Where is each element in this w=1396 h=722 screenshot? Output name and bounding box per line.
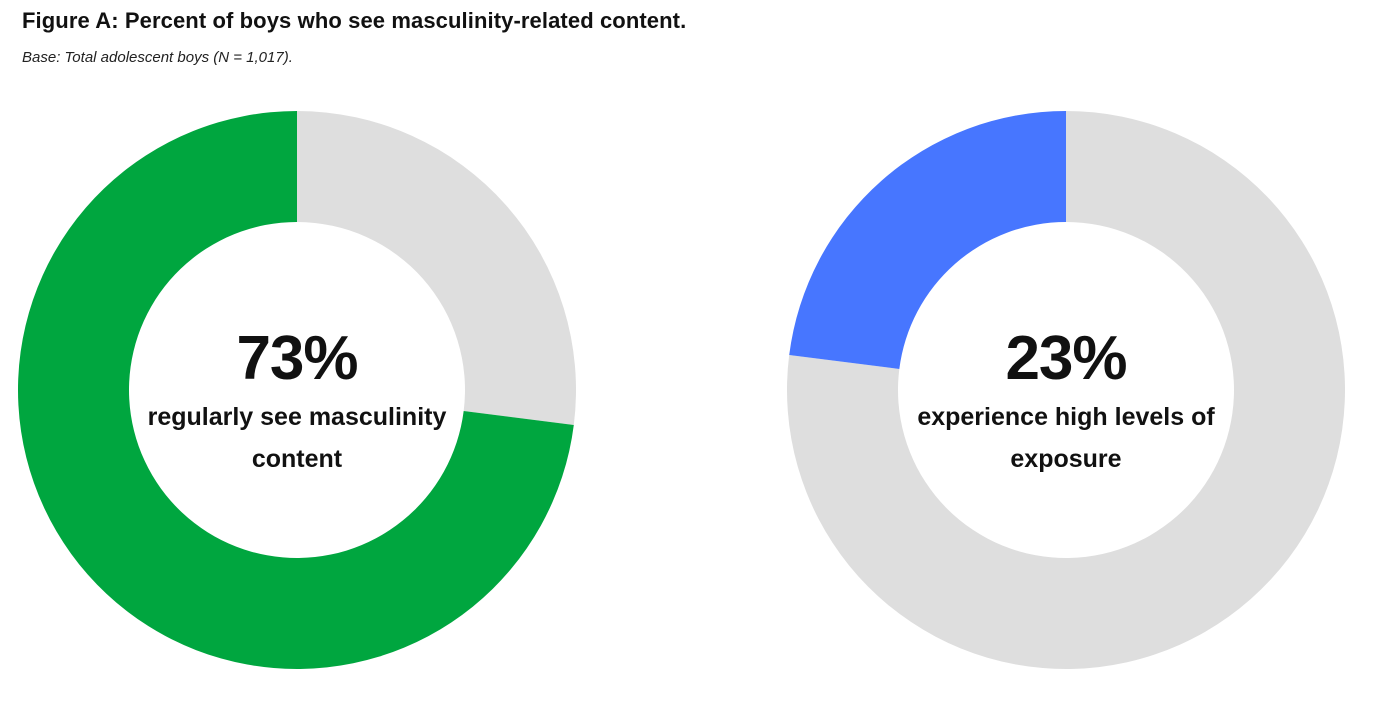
figure-subtitle: Base: Total adolescent boys (N = 1,017). bbox=[22, 49, 293, 66]
donut-chart-regularly-see: 73% regularly see masculinity content bbox=[17, 110, 577, 670]
donut-remainder-slice bbox=[787, 111, 1345, 669]
donut-svg bbox=[787, 111, 1345, 669]
donut-svg bbox=[18, 111, 576, 670]
donut-value-slice bbox=[789, 111, 1066, 369]
figure-title: Figure A: Percent of boys who see mascul… bbox=[22, 8, 687, 33]
donut-remainder-slice bbox=[297, 111, 576, 425]
donut-value-slice bbox=[18, 111, 574, 670]
donut-chart-high-exposure: 23% experience high levels of exposure bbox=[786, 110, 1346, 670]
